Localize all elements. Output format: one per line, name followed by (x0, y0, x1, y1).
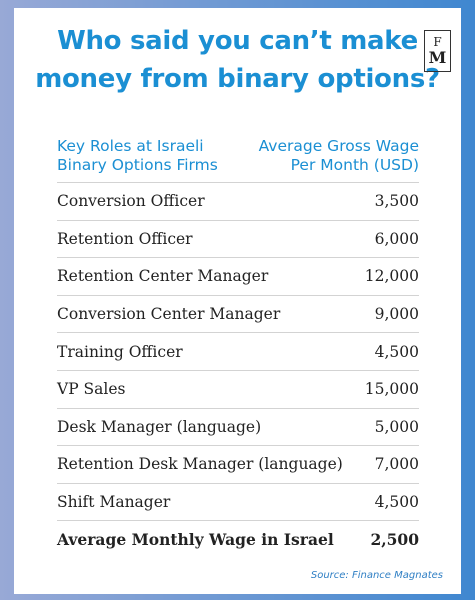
column-header-wage-line-1: Average Gross Wage (258, 137, 419, 155)
table-row: Retention Center Manager 12,000 (57, 257, 419, 295)
finance-magnates-logo: F M (424, 30, 451, 72)
table-row: Training Officer 4,500 (57, 332, 419, 370)
role-cell: Conversion Officer (57, 192, 205, 211)
wage-cell: 6,000 (374, 229, 419, 248)
total-row: Average Monthly Wage in Israel 2,500 (57, 520, 419, 558)
table-row: Conversion Center Manager 9,000 (57, 294, 419, 333)
infographic-card: Who said you can’t make money from binar… (14, 8, 461, 594)
wage-cell: 15,000 (364, 380, 419, 399)
table-row: Desk Manager (language) 5,000 (57, 407, 419, 446)
logo-letter-m: M (428, 47, 447, 67)
wage-cell: 9,000 (374, 305, 419, 324)
source-note: Source: Finance Magnates (310, 570, 443, 581)
wage-cell: 3,500 (374, 192, 419, 211)
column-header-role: Key Roles at Israeli Binary Options Firm… (57, 137, 218, 175)
title-line-1: Who said you can’t make (57, 26, 418, 56)
total-wage-cell: 2,500 (370, 530, 419, 550)
role-cell: VP Sales (57, 380, 126, 399)
column-header-wage: Average Gross Wage Per Month (USD) (259, 137, 419, 175)
role-cell: Conversion Center Manager (57, 305, 281, 324)
page-title: Who said you can’t make money from binar… (14, 22, 461, 98)
column-header-role-line-2: Binary Options Firms (57, 156, 218, 174)
role-cell: Desk Manager (language) (57, 417, 262, 436)
total-role-cell: Average Monthly Wage in Israel (57, 530, 334, 550)
table-row: Retention Officer 6,000 (57, 219, 419, 258)
role-cell: Shift Manager (57, 493, 171, 512)
table-row: Conversion Officer 3,500 (57, 182, 419, 220)
role-cell: Retention Center Manager (57, 267, 269, 286)
table-row: Retention Desk Manager (language) 7,000 (57, 445, 419, 483)
table-row: Shift Manager 4,500 (57, 482, 419, 521)
column-header-wage-line-2: Per Month (USD) (290, 156, 419, 174)
column-header-role-line-1: Key Roles at Israeli (57, 137, 204, 155)
table-row: VP Sales 15,000 (57, 369, 419, 408)
title-line-2: money from binary options? (35, 64, 440, 94)
wage-cell: 5,000 (374, 417, 419, 436)
wage-cell: 12,000 (364, 267, 419, 286)
wage-cell: 4,500 (374, 493, 419, 512)
wage-cell: 4,500 (374, 342, 419, 361)
role-cell: Retention Desk Manager (language) (57, 455, 343, 474)
wage-table: Conversion Officer 3,500 Retention Officer… (57, 182, 419, 558)
wage-cell: 7,000 (374, 455, 419, 474)
role-cell: Retention Officer (57, 229, 193, 248)
role-cell: Training Officer (57, 342, 183, 361)
logo-letter-f: F (433, 34, 442, 49)
